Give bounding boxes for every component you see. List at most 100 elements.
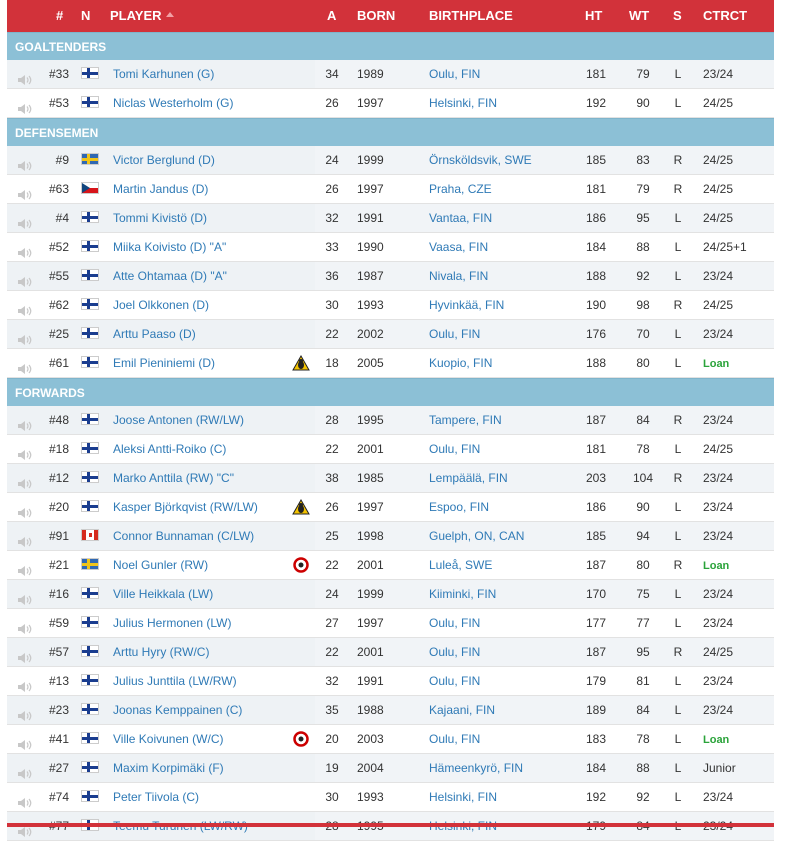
player-name-link[interactable]: Niclas Westerholm (G) [113,96,234,110]
header-born[interactable]: BORN [357,8,396,23]
flag-cell [79,175,99,203]
speaker-icon[interactable] [17,617,33,634]
player-name-link[interactable]: Emil Pieniniemi (D) [113,356,216,370]
birthplace-link[interactable]: Lempäälä, FIN [429,471,508,485]
player-age: 36 [325,269,339,283]
speaker-icon[interactable] [17,414,33,431]
birthplace-link[interactable]: Helsinki, FIN [429,96,498,110]
speaker-icon[interactable] [17,733,33,750]
speaker-icon[interactable] [17,299,33,316]
contract-value: Loan [703,734,730,746]
birthplace-link[interactable]: Oulu, FIN [429,442,481,456]
player-name-link[interactable]: Martin Jandus (D) [113,182,209,196]
player-born: 2001 [357,558,384,572]
speaker-icon[interactable] [17,212,33,229]
player-height: 188 [585,356,607,370]
birthplace-link[interactable]: Oulu, FIN [429,67,481,81]
header-shoots[interactable]: S [673,8,682,23]
speaker-icon[interactable] [17,588,33,605]
player-name-link[interactable]: Noel Gunler (RW) [113,558,209,572]
birthplace-link[interactable]: Oulu, FIN [429,327,481,341]
speaker-icon[interactable] [17,270,33,287]
player-name-link[interactable]: Kasper Björkqvist (RW/LW) [113,500,258,514]
speaker-icon[interactable] [17,704,33,721]
player-name-link[interactable]: Arttu Hyry (RW/C) [105,638,315,666]
birthplace-link[interactable]: Oulu, FIN [429,616,481,630]
speaker-icon[interactable] [17,357,33,374]
header-birthplace[interactable]: BIRTHPLACE [429,8,513,23]
header-weight[interactable]: WT [629,8,650,23]
birthplace-link[interactable]: Praha, CZE [429,182,492,196]
speaker-icon[interactable] [17,530,33,547]
speaker-icon[interactable] [17,154,33,171]
player-name-link[interactable]: Ville Heikkala (LW) [105,580,315,608]
speaker-icon[interactable] [17,68,33,85]
player-name-link[interactable]: Ville Koivunen (W/C) [113,732,224,746]
player-contract: 23/24 [691,609,774,637]
player-name-link[interactable]: Connor Bunnaman (C/LW) [105,522,315,550]
speaker-icon[interactable] [17,328,33,345]
player-name-link[interactable]: Joose Antonen (RW/LW) [105,406,315,434]
player-number: #25 [48,327,69,341]
speaker-icon[interactable] [17,183,33,200]
player-shoots: R [673,558,683,572]
speaker-icon[interactable] [17,675,33,692]
player-born: 1990 [357,240,384,254]
header-nationality[interactable]: N [81,8,91,23]
speaker-icon[interactable] [17,443,33,460]
table-row: #13 Julius Junttila (LW/RW) 32 1991 Oulu, FI… [7,667,774,696]
header-height[interactable]: HT [585,8,603,23]
header-player[interactable]: PLAYER [110,8,174,23]
header-number[interactable]: # [56,8,64,23]
player-age: 30 [325,790,339,804]
birthplace-link[interactable]: Hämeenkyrö, FIN [429,761,524,775]
player-contract: 23/24 [691,696,774,724]
birthplace-link[interactable]: Oulu, FIN [429,645,481,659]
speaker-icon[interactable] [17,501,33,518]
birthplace-link[interactable]: Nivala, FIN [429,269,489,283]
player-name-link[interactable]: Peter Tiivola (C) [113,790,200,804]
header-contract[interactable]: CTRCT [703,8,748,23]
birthplace-link[interactable]: Oulu, FIN [429,674,481,688]
player-name-link[interactable]: Miika Koivisto (D) "A" [113,240,227,254]
player-age: 35 [325,703,339,717]
player-name-link[interactable]: Julius Junttila (LW/RW) [113,674,237,688]
player-name-link[interactable]: Tommi Kivistö (D) [105,204,315,232]
player-shoots: L [674,356,682,370]
speaker-icon[interactable] [17,472,33,489]
player-name-link[interactable]: Arttu Paaso (D) [105,320,315,348]
birthplace-link[interactable]: Espoo, FIN [429,500,490,514]
player-name-link[interactable]: Joel Olkkonen (D) [113,298,210,312]
player-name-link[interactable]: Aleksi Antti-Roiko (C) [113,442,227,456]
birthplace-link[interactable]: Vantaa, FIN [429,211,493,225]
birthplace-link[interactable]: Vaasa, FIN [429,240,489,254]
player-name-link[interactable]: Joonas Kemppainen (C) [105,696,315,724]
contract-value: 23/24 [703,790,734,804]
birthplace-link[interactable]: Kiiminki, FIN [429,587,497,601]
player-name-link[interactable]: Atte Ohtamaa (D) "A" [105,262,315,290]
flag-cell [79,493,99,521]
birthplace-link[interactable]: Kajaani, FIN [429,703,496,717]
speaker-icon[interactable] [17,791,33,808]
player-name-link[interactable]: Marko Anttila (RW) "C" [105,464,315,492]
birthplace-link[interactable]: Hyvinkää, FIN [429,298,505,312]
speaker-icon[interactable] [17,762,33,779]
birthplace-link[interactable]: Guelph, ON, CAN [429,529,525,543]
speaker-icon[interactable] [17,97,33,114]
birthplace-link[interactable]: Helsinki, FIN [429,790,498,804]
birthplace-link[interactable]: Örnsköldsvik, SWE [429,153,532,167]
speaker-icon[interactable] [17,241,33,258]
player-name-link[interactable]: Julius Hermonen (LW) [113,616,232,630]
birthplace-link[interactable]: Oulu, FIN [429,732,481,746]
header-age[interactable]: A [327,8,337,23]
birthplace-link[interactable]: Luleå, SWE [429,558,493,572]
player-name-link[interactable]: Tomi Karhunen (G) [105,60,315,88]
birthplace-link[interactable]: Kuopio, FIN [429,356,493,370]
player-name-link[interactable]: Maxim Korpimäki (F) [105,754,315,782]
player-number: #52 [48,240,69,254]
player-contract: 23/24 [691,522,774,550]
speaker-icon[interactable] [17,646,33,663]
player-name-link[interactable]: Victor Berglund (D) [105,146,315,174]
birthplace-link[interactable]: Tampere, FIN [429,413,502,427]
speaker-icon[interactable] [17,559,33,576]
